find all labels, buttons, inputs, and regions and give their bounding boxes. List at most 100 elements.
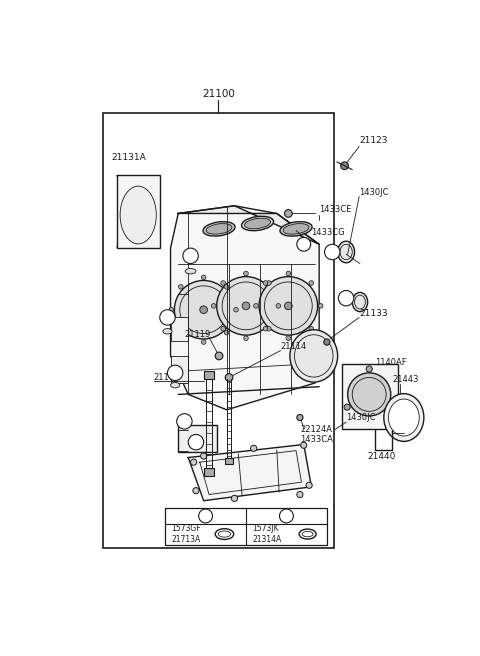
Ellipse shape [170, 382, 180, 388]
Bar [342, 363, 398, 429]
Circle shape [201, 340, 206, 344]
Text: 21114: 21114 [281, 342, 307, 351]
Polygon shape [188, 445, 312, 501]
Bar [103, 113, 334, 548]
Circle shape [251, 445, 257, 451]
Circle shape [201, 453, 207, 459]
Circle shape [179, 330, 183, 335]
Ellipse shape [203, 222, 235, 236]
Text: 1140AF: 1140AF [375, 358, 407, 367]
Ellipse shape [384, 394, 424, 441]
Bar [118, 175, 160, 248]
Polygon shape [178, 206, 319, 244]
Text: 1573JK: 1573JK [252, 524, 279, 533]
Ellipse shape [163, 329, 172, 334]
Circle shape [297, 237, 311, 251]
Text: 21713A: 21713A [171, 535, 201, 544]
Text: 1430JC: 1430JC [359, 188, 389, 197]
Text: b: b [329, 247, 335, 256]
Circle shape [324, 339, 330, 345]
Circle shape [160, 310, 175, 325]
Ellipse shape [337, 241, 355, 263]
Circle shape [348, 373, 391, 416]
Circle shape [286, 271, 291, 276]
Circle shape [183, 248, 198, 264]
Circle shape [344, 404, 350, 410]
Bar [171, 318, 188, 340]
Circle shape [188, 434, 204, 450]
Text: 21164: 21164 [154, 373, 180, 382]
Circle shape [309, 281, 313, 285]
Ellipse shape [185, 268, 196, 274]
Text: 21314A: 21314A [252, 535, 281, 544]
Bar [165, 508, 327, 544]
Circle shape [371, 367, 377, 373]
Bar [204, 371, 214, 379]
Text: 1433CG: 1433CG [312, 228, 345, 237]
Circle shape [318, 304, 323, 308]
Text: 21119: 21119 [184, 330, 211, 339]
Circle shape [221, 327, 226, 331]
Circle shape [341, 162, 348, 170]
Text: a: a [172, 369, 178, 377]
Circle shape [200, 306, 207, 314]
Circle shape [224, 330, 229, 335]
Text: b: b [193, 438, 199, 447]
Bar [178, 425, 217, 452]
Circle shape [201, 275, 206, 279]
Circle shape [254, 304, 258, 308]
Bar [225, 459, 233, 464]
Polygon shape [170, 206, 319, 410]
Circle shape [338, 291, 354, 306]
Circle shape [221, 281, 226, 285]
Ellipse shape [206, 224, 232, 234]
Text: 21440: 21440 [367, 451, 396, 461]
Circle shape [215, 352, 223, 359]
Circle shape [309, 327, 313, 331]
Circle shape [285, 210, 292, 217]
Text: 1433CE: 1433CE [319, 205, 351, 214]
Circle shape [297, 491, 303, 498]
Ellipse shape [245, 218, 271, 229]
Circle shape [225, 374, 233, 381]
Ellipse shape [290, 330, 337, 382]
Circle shape [297, 415, 303, 420]
Circle shape [217, 277, 275, 335]
Ellipse shape [241, 216, 274, 231]
Circle shape [191, 459, 197, 465]
Text: 21131A: 21131A [111, 153, 146, 162]
Circle shape [177, 414, 192, 429]
Circle shape [286, 336, 291, 340]
Circle shape [211, 304, 216, 308]
Circle shape [199, 509, 213, 523]
Text: 21123: 21123 [359, 136, 388, 145]
Circle shape [366, 366, 372, 372]
Circle shape [324, 244, 340, 260]
Ellipse shape [388, 399, 419, 436]
Text: 21100: 21100 [202, 89, 235, 99]
Circle shape [388, 404, 394, 410]
Circle shape [266, 327, 271, 331]
Text: 21133: 21133 [359, 309, 388, 318]
Circle shape [263, 281, 268, 285]
Bar [204, 468, 214, 476]
Ellipse shape [218, 531, 230, 537]
Circle shape [276, 304, 281, 308]
Circle shape [306, 482, 312, 488]
Text: a: a [188, 251, 193, 260]
Text: b: b [181, 417, 187, 426]
Circle shape [259, 277, 318, 335]
Circle shape [234, 308, 238, 312]
Ellipse shape [280, 222, 312, 236]
Text: b: b [301, 240, 307, 249]
Circle shape [279, 509, 293, 523]
Text: 22124A: 22124A [300, 424, 332, 434]
Text: b: b [343, 294, 349, 302]
Circle shape [193, 487, 199, 494]
Circle shape [266, 281, 271, 285]
Circle shape [300, 442, 307, 448]
Bar [171, 356, 188, 383]
Text: 1433CA: 1433CA [300, 436, 333, 444]
Circle shape [242, 302, 250, 310]
Text: a: a [165, 313, 170, 322]
